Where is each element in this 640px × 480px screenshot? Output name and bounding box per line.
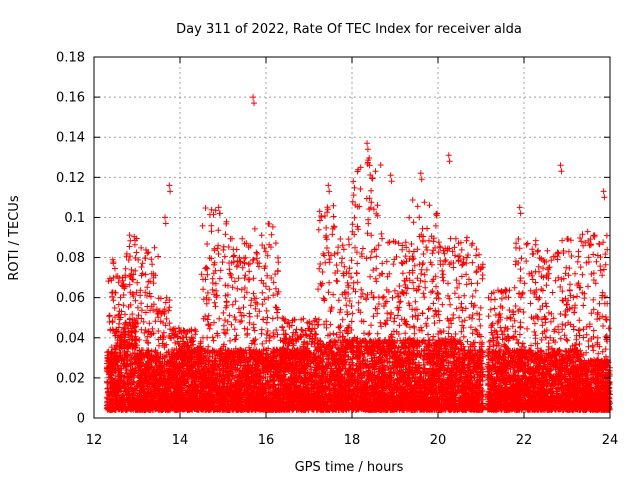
- y-tick-label: 0.16: [56, 91, 85, 106]
- x-tick-label: 20: [430, 433, 447, 448]
- axis-ticks: 0 0.02 0.04 0.06 0.08 0.1 0.12 0.14 0.16 0.18 12 14…: [56, 51, 618, 449]
- y-tick-label: 0.1: [64, 211, 85, 226]
- y-tick-label: 0.14: [56, 131, 85, 146]
- y-tick-label: 0.06: [56, 291, 85, 306]
- x-tick-label: 22: [516, 433, 533, 448]
- y-tick-label: 0.12: [56, 171, 85, 186]
- x-tick-label: 12: [86, 433, 103, 448]
- x-tick-label: 14: [172, 433, 189, 448]
- y-axis-label: ROTI / TECUs: [7, 195, 22, 280]
- x-tick-label: 16: [258, 433, 275, 448]
- y-tick-label: 0.02: [56, 371, 85, 386]
- chart-title: Day 311 of 2022, Rate Of TEC Index for r…: [176, 22, 522, 37]
- data-points: [103, 94, 613, 413]
- y-tick-label: 0.04: [56, 331, 85, 346]
- x-tick-label: 18: [344, 433, 361, 448]
- roti-markers: [103, 94, 613, 413]
- y-tick-label: 0: [77, 412, 85, 427]
- y-tick-label: 0.18: [56, 51, 85, 66]
- y-tick-label: 0.08: [56, 251, 85, 266]
- x-axis-label: GPS time / hours: [295, 460, 404, 475]
- x-tick-label: 24: [602, 433, 619, 448]
